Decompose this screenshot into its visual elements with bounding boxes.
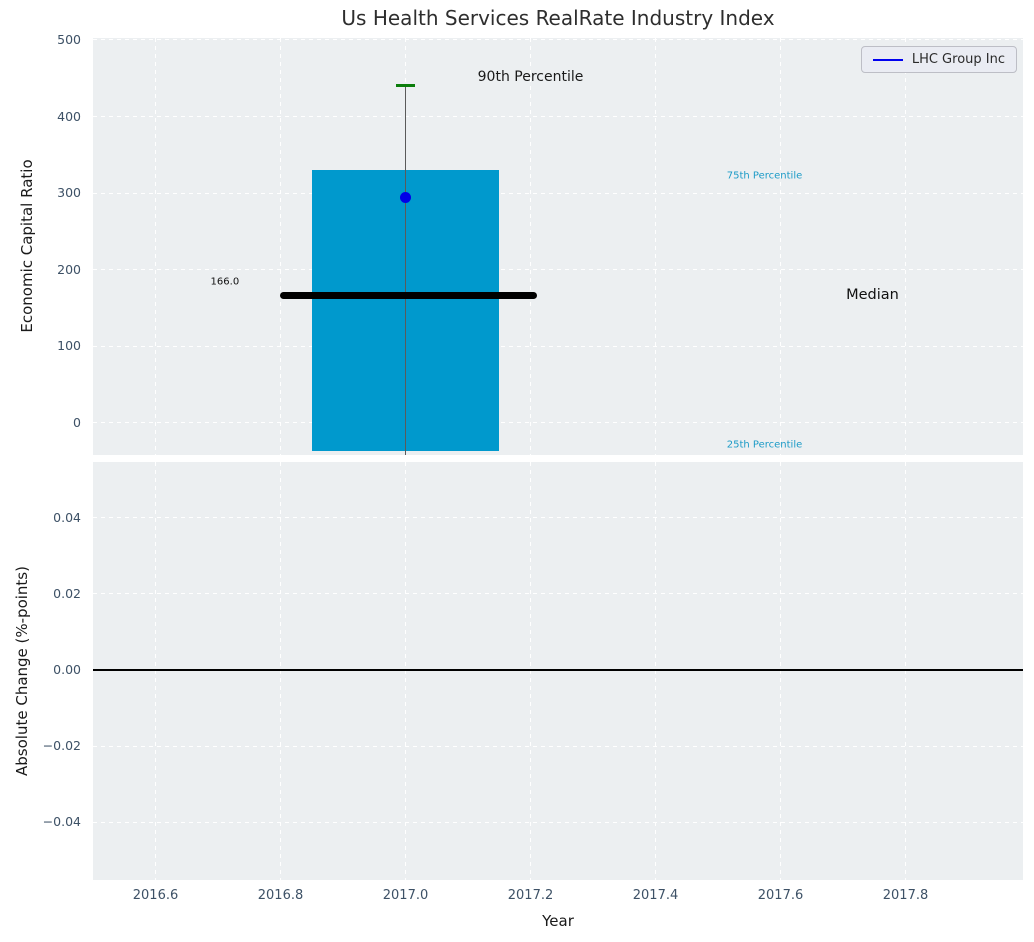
gridline-vertical [155, 38, 156, 455]
gridline-vertical [530, 462, 531, 880]
annotation-90th-percentile: 90th Percentile [477, 68, 584, 85]
x-tick-label: 2017.8 [882, 888, 929, 903]
gridline-vertical [780, 38, 781, 455]
gridline-horizontal [93, 192, 1023, 194]
gridline-horizontal [93, 39, 1023, 41]
gridline-horizontal [93, 821, 1023, 823]
annotation-166-0: 166.0 [210, 276, 240, 288]
gridline-horizontal [93, 345, 1023, 347]
x-tick-label: 2017.6 [757, 888, 804, 903]
x-tick-label: 2016.8 [257, 888, 304, 903]
legend-line-icon [872, 58, 903, 61]
gridline-vertical [655, 38, 656, 455]
axes-absolute-change [93, 462, 1023, 880]
p90-cap [396, 84, 415, 88]
whisker-line [404, 85, 407, 455]
gridline-vertical [655, 462, 656, 880]
y-tick-label: 0.04 [53, 509, 81, 525]
gridline-horizontal [93, 116, 1023, 118]
y-tick-label: 100 [57, 338, 81, 354]
gridline-horizontal [93, 422, 1023, 424]
gridline-vertical [405, 462, 406, 880]
gridline-vertical [280, 462, 281, 880]
y-tick-label: −0.04 [42, 814, 81, 830]
x-axis-label-year: Year [542, 912, 574, 930]
x-tick-label: 2017.2 [507, 888, 554, 903]
gridline-vertical [155, 462, 156, 880]
annotation-75th-percentile: 75th Percentile [726, 170, 803, 182]
company-marker [400, 191, 411, 203]
y-tick-label: 400 [57, 108, 81, 124]
x-tick-label: 2016.6 [132, 888, 179, 903]
gridline-vertical [280, 38, 281, 455]
axes-economic-capital-ratio: 90th Percentile 75th Percentile Median 25th… [93, 38, 1023, 455]
y-tick-label: 0.02 [53, 585, 81, 601]
gridline-horizontal [93, 745, 1023, 747]
gridline-vertical [905, 462, 906, 880]
y-tick-label: 300 [57, 185, 81, 201]
annotation-25th-percentile: 25th Percentile [726, 439, 803, 451]
gridline-horizontal [93, 517, 1023, 519]
gridline-horizontal [93, 593, 1023, 595]
zero-line [93, 669, 1023, 671]
y-tick-label: 0.00 [53, 662, 81, 678]
gridline-vertical [530, 38, 531, 455]
gridline-vertical [780, 462, 781, 880]
x-tick-label: 2017.0 [382, 888, 429, 903]
gridline-vertical [905, 38, 906, 455]
y-tick-label: 200 [57, 261, 81, 277]
gridline-horizontal [93, 269, 1023, 271]
chart-title: Us Health Services RealRate Industry Ind… [341, 6, 775, 30]
legend-label: LHC Group Inc [911, 52, 1005, 67]
median-line [279, 292, 537, 300]
y-tick-label: 0 [73, 414, 81, 430]
y-tick-label: 500 [57, 31, 81, 47]
annotation-median: Median [846, 287, 899, 304]
y-tick-label: −0.02 [42, 738, 81, 754]
x-tick-label: 2017.4 [632, 888, 679, 903]
legend: LHC Group Inc [860, 46, 1017, 73]
